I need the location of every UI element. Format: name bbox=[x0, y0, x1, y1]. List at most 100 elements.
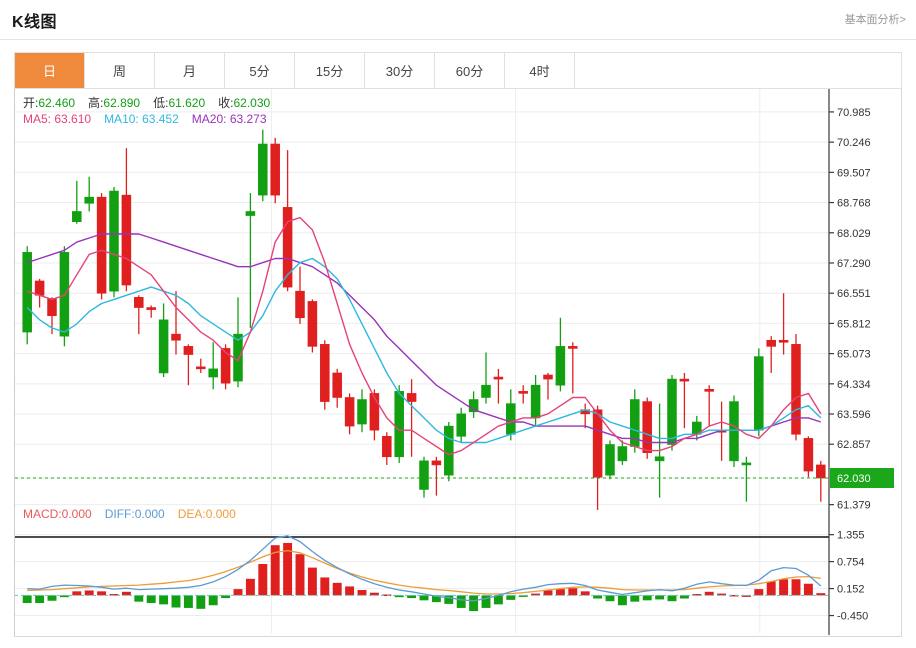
candle-body bbox=[270, 143, 280, 196]
dea-line bbox=[27, 549, 821, 595]
price-tick-label: 62.857 bbox=[837, 439, 871, 451]
tab-5[interactable]: 15分 bbox=[295, 53, 365, 88]
candle-body bbox=[72, 211, 82, 222]
macd-bar bbox=[221, 595, 231, 599]
macd-bar bbox=[593, 595, 603, 599]
candle-body bbox=[791, 344, 801, 435]
candle-body bbox=[196, 366, 206, 370]
price-tick-label: 66.551 bbox=[837, 288, 871, 300]
ma10-line bbox=[26, 257, 822, 444]
fundamental-analysis-link[interactable]: 基本面分析> bbox=[844, 14, 906, 26]
candle-body bbox=[382, 436, 392, 458]
macd-bar bbox=[704, 591, 714, 596]
tab-6[interactable]: 30分 bbox=[365, 53, 435, 88]
macd-bar bbox=[109, 594, 119, 596]
candle-body bbox=[332, 372, 342, 398]
candle-body bbox=[518, 391, 528, 394]
candle-body bbox=[47, 298, 57, 317]
candle-body bbox=[530, 384, 541, 419]
macd-bar bbox=[183, 595, 193, 608]
macd-bar bbox=[531, 593, 541, 596]
candle-body bbox=[121, 194, 132, 286]
candle-body bbox=[208, 368, 218, 378]
tab-1[interactable]: 日 bbox=[15, 53, 85, 88]
macd-bar bbox=[469, 595, 479, 612]
macd-bar bbox=[816, 593, 826, 596]
macd-bar bbox=[320, 577, 330, 596]
candle-body bbox=[679, 378, 690, 382]
candle-body bbox=[729, 401, 739, 462]
candle-body bbox=[406, 393, 417, 402]
macd-bar bbox=[617, 595, 627, 606]
axis-background bbox=[829, 89, 901, 635]
diff-line bbox=[27, 535, 822, 602]
macd-bar bbox=[717, 593, 727, 596]
tab-4[interactable]: 5分 bbox=[225, 53, 295, 88]
candle-body bbox=[258, 143, 268, 196]
macd-bar bbox=[146, 595, 156, 604]
tab-2[interactable]: 周 bbox=[85, 53, 155, 88]
price-tick-label: 69.507 bbox=[837, 167, 871, 179]
candle-body bbox=[109, 190, 119, 292]
price-tick-label: 70.246 bbox=[837, 137, 871, 149]
candle-body bbox=[605, 444, 615, 476]
page-header: K线图 基本面分析> bbox=[0, 0, 916, 40]
macd-bar bbox=[431, 595, 441, 603]
macd-bar bbox=[444, 595, 454, 604]
tab-label: 15分 bbox=[315, 64, 344, 79]
macd-bar bbox=[679, 595, 689, 599]
candle-body bbox=[704, 389, 714, 392]
tab-7[interactable]: 60分 bbox=[435, 53, 505, 88]
macd-bar bbox=[543, 590, 553, 596]
macd-histogram bbox=[22, 542, 826, 612]
macd-bar bbox=[456, 595, 466, 608]
macd-bar bbox=[22, 595, 32, 604]
current-price-badge-label: 62.030 bbox=[837, 473, 871, 485]
candle-body bbox=[592, 409, 603, 478]
macd-bar bbox=[171, 595, 181, 608]
tab-label: 60分 bbox=[455, 64, 484, 79]
candle-body bbox=[766, 339, 776, 347]
candle-body bbox=[84, 196, 94, 204]
candle-body bbox=[617, 446, 628, 462]
tab-3[interactable]: 月 bbox=[155, 53, 225, 88]
macd-bar bbox=[779, 579, 789, 596]
macd-bar bbox=[159, 595, 169, 605]
page-title: K线图 bbox=[12, 14, 58, 31]
macd-bar bbox=[667, 595, 677, 602]
price-tick-label: 67.290 bbox=[837, 258, 871, 270]
macd-bar bbox=[741, 595, 751, 597]
macd-bar bbox=[283, 542, 293, 596]
macd-bar bbox=[493, 595, 503, 605]
candle-body bbox=[134, 297, 144, 308]
candle-body bbox=[295, 290, 305, 319]
candle-body bbox=[96, 196, 107, 294]
price-tick-label: 64.334 bbox=[837, 379, 871, 391]
candle-body bbox=[282, 207, 293, 288]
candle-body bbox=[394, 391, 404, 458]
macd-bar bbox=[97, 591, 107, 596]
macd-bar bbox=[245, 578, 255, 596]
candle-body bbox=[555, 346, 566, 386]
candle-body bbox=[183, 346, 194, 355]
candle-body bbox=[568, 346, 578, 349]
macd-bar bbox=[642, 595, 652, 601]
macd-bar bbox=[208, 595, 218, 606]
candle-body bbox=[741, 462, 752, 466]
candle-body bbox=[543, 374, 553, 380]
candle-body bbox=[357, 399, 367, 425]
kline-chart-svg[interactable]: 70.985 70.246 69.507 68.768 68.029 67.290 66.5… bbox=[15, 89, 901, 635]
macd-bar bbox=[506, 595, 516, 600]
candle-body bbox=[468, 399, 479, 413]
candle-body bbox=[171, 333, 181, 341]
candle-body bbox=[233, 333, 243, 382]
tab-label: 月 bbox=[182, 64, 196, 79]
macd-bar bbox=[568, 588, 578, 596]
macd-bar bbox=[692, 594, 702, 596]
ma5-line bbox=[26, 216, 822, 456]
tab-8[interactable]: 4时 bbox=[505, 53, 575, 88]
macd-tick-label: 0.152 bbox=[837, 584, 865, 596]
candle-body bbox=[431, 460, 442, 466]
chart-container[interactable]: 70.985 70.246 69.507 68.768 68.029 67.290 66.5… bbox=[14, 89, 902, 637]
macd-bar bbox=[270, 545, 280, 596]
